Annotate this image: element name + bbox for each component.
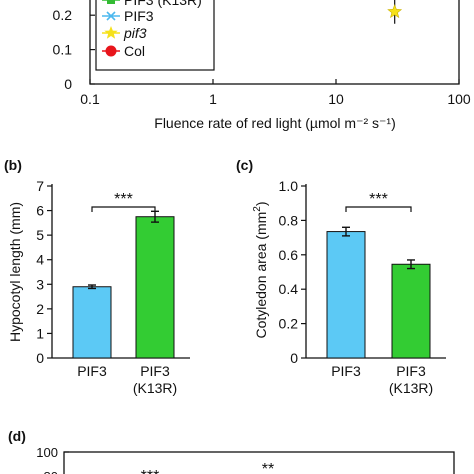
x-tick-label-pif3: PIF3: [140, 363, 170, 379]
panel-c-bar-chart: (c) 00.20.40.60.81.0 PIF3 PIF3(K13R)*** C…: [236, 157, 446, 396]
legend-label-pif3: pif3: [123, 25, 147, 41]
legend-marker-pif3: [104, 26, 118, 39]
x-tick-label-k13r: (K13R): [133, 380, 177, 396]
panel-d-significance-1: ***: [141, 468, 160, 474]
y-tick-label-0-8: 0.8: [279, 212, 299, 228]
y-tick-label-4: 4: [36, 252, 44, 268]
panel-c-label: (c): [236, 157, 253, 173]
panel-d-tick-label-100: 100: [36, 445, 58, 460]
y-tick-label-0-1: 0.1: [53, 42, 73, 58]
y-tick-label-0: 0: [64, 76, 72, 92]
panel-d-plot-frame: [63, 451, 455, 474]
y-tick-label-0-4: 0.4: [279, 281, 299, 297]
legend-marker-pif3-k13r: [107, 0, 115, 4]
x-tick-label-0-1: 0.1: [80, 91, 100, 107]
bar-pif3: [326, 231, 366, 359]
x-tick-label-k13r: (K13R): [389, 380, 433, 396]
closing-paren: ): [253, 201, 269, 206]
y-tick-label-1-0: 1.0: [279, 178, 299, 194]
panel-d-bar-chart: (d) 100 80 *** **: [8, 428, 455, 474]
significance-label: ***: [114, 191, 133, 208]
legend-marker-stroke: [106, 11, 116, 21]
panel-a-legend-box: [95, 0, 215, 71]
y-tick-label-0-6: 0.6: [279, 247, 299, 263]
bar-pif3: [72, 286, 112, 359]
panel-a-points: [387, 0, 403, 24]
panel-b-bars: PIF3 PIF3(K13R)***: [72, 191, 177, 396]
x-tick-label-100: 100: [447, 91, 471, 107]
panel-d-label: (d): [8, 428, 26, 444]
panel-b-label: (b): [4, 157, 22, 173]
y-tick-label-3: 3: [36, 276, 44, 292]
legend-marker-pif3-x: [106, 11, 116, 21]
x-tick-label-pif3: PIF3: [331, 363, 361, 379]
panel-c-bars: PIF3 PIF3(K13R)***: [326, 191, 433, 396]
panel-a-x-axis-label: Fluence rate of red light (µmol m⁻² s⁻¹): [154, 115, 395, 131]
significance-label: ***: [369, 191, 388, 208]
x-tick-label-10: 10: [328, 91, 344, 107]
x-tick-label-pif3: PIF3: [396, 363, 426, 379]
panel-a-plot-frame: [89, 0, 460, 85]
legend-label-pif3: PIF3: [124, 8, 154, 24]
bar-pif3-k13r: [391, 263, 431, 359]
superscript: 2: [252, 206, 263, 212]
x-tick-label-pif3: PIF3: [77, 363, 107, 379]
y-tick-label-0-2: 0.2: [53, 7, 73, 23]
panel-c-y-axis-label: Cotyledon area (mm2): [252, 201, 269, 338]
panel-d-tick-label-80: 80: [44, 469, 58, 474]
legend-marker-col: [105, 45, 117, 57]
y-tick-label-5: 5: [36, 227, 44, 243]
legend-label-col: Col: [124, 43, 145, 59]
significance-bracket: [91, 206, 156, 212]
y-tick-label-2: 2: [36, 301, 44, 317]
significance-bracket: [345, 206, 412, 212]
legend-label-pif3-k13r: PIF3 (K13R): [124, 0, 202, 8]
panel-b-y-axis-label: Hypocotyl length (mm): [7, 202, 23, 342]
data-point-pif3: [387, 3, 403, 19]
y-tick-label-7: 7: [36, 178, 44, 194]
panel-a-ticks: 0.1 1 10 100 0 0.1 0.2: [53, 7, 471, 107]
y-tick-label-0: 0: [36, 350, 44, 366]
bar-pif3-k13r: [135, 216, 175, 359]
y-tick-label-6: 6: [36, 203, 44, 219]
y-tick-label-1: 1: [36, 325, 44, 341]
y-tick-label-0-2: 0.2: [279, 316, 299, 332]
x-tick-label-1: 1: [209, 91, 217, 107]
panel-d-significance-2: **: [262, 461, 274, 474]
y-tick-label-0: 0: [290, 350, 298, 366]
